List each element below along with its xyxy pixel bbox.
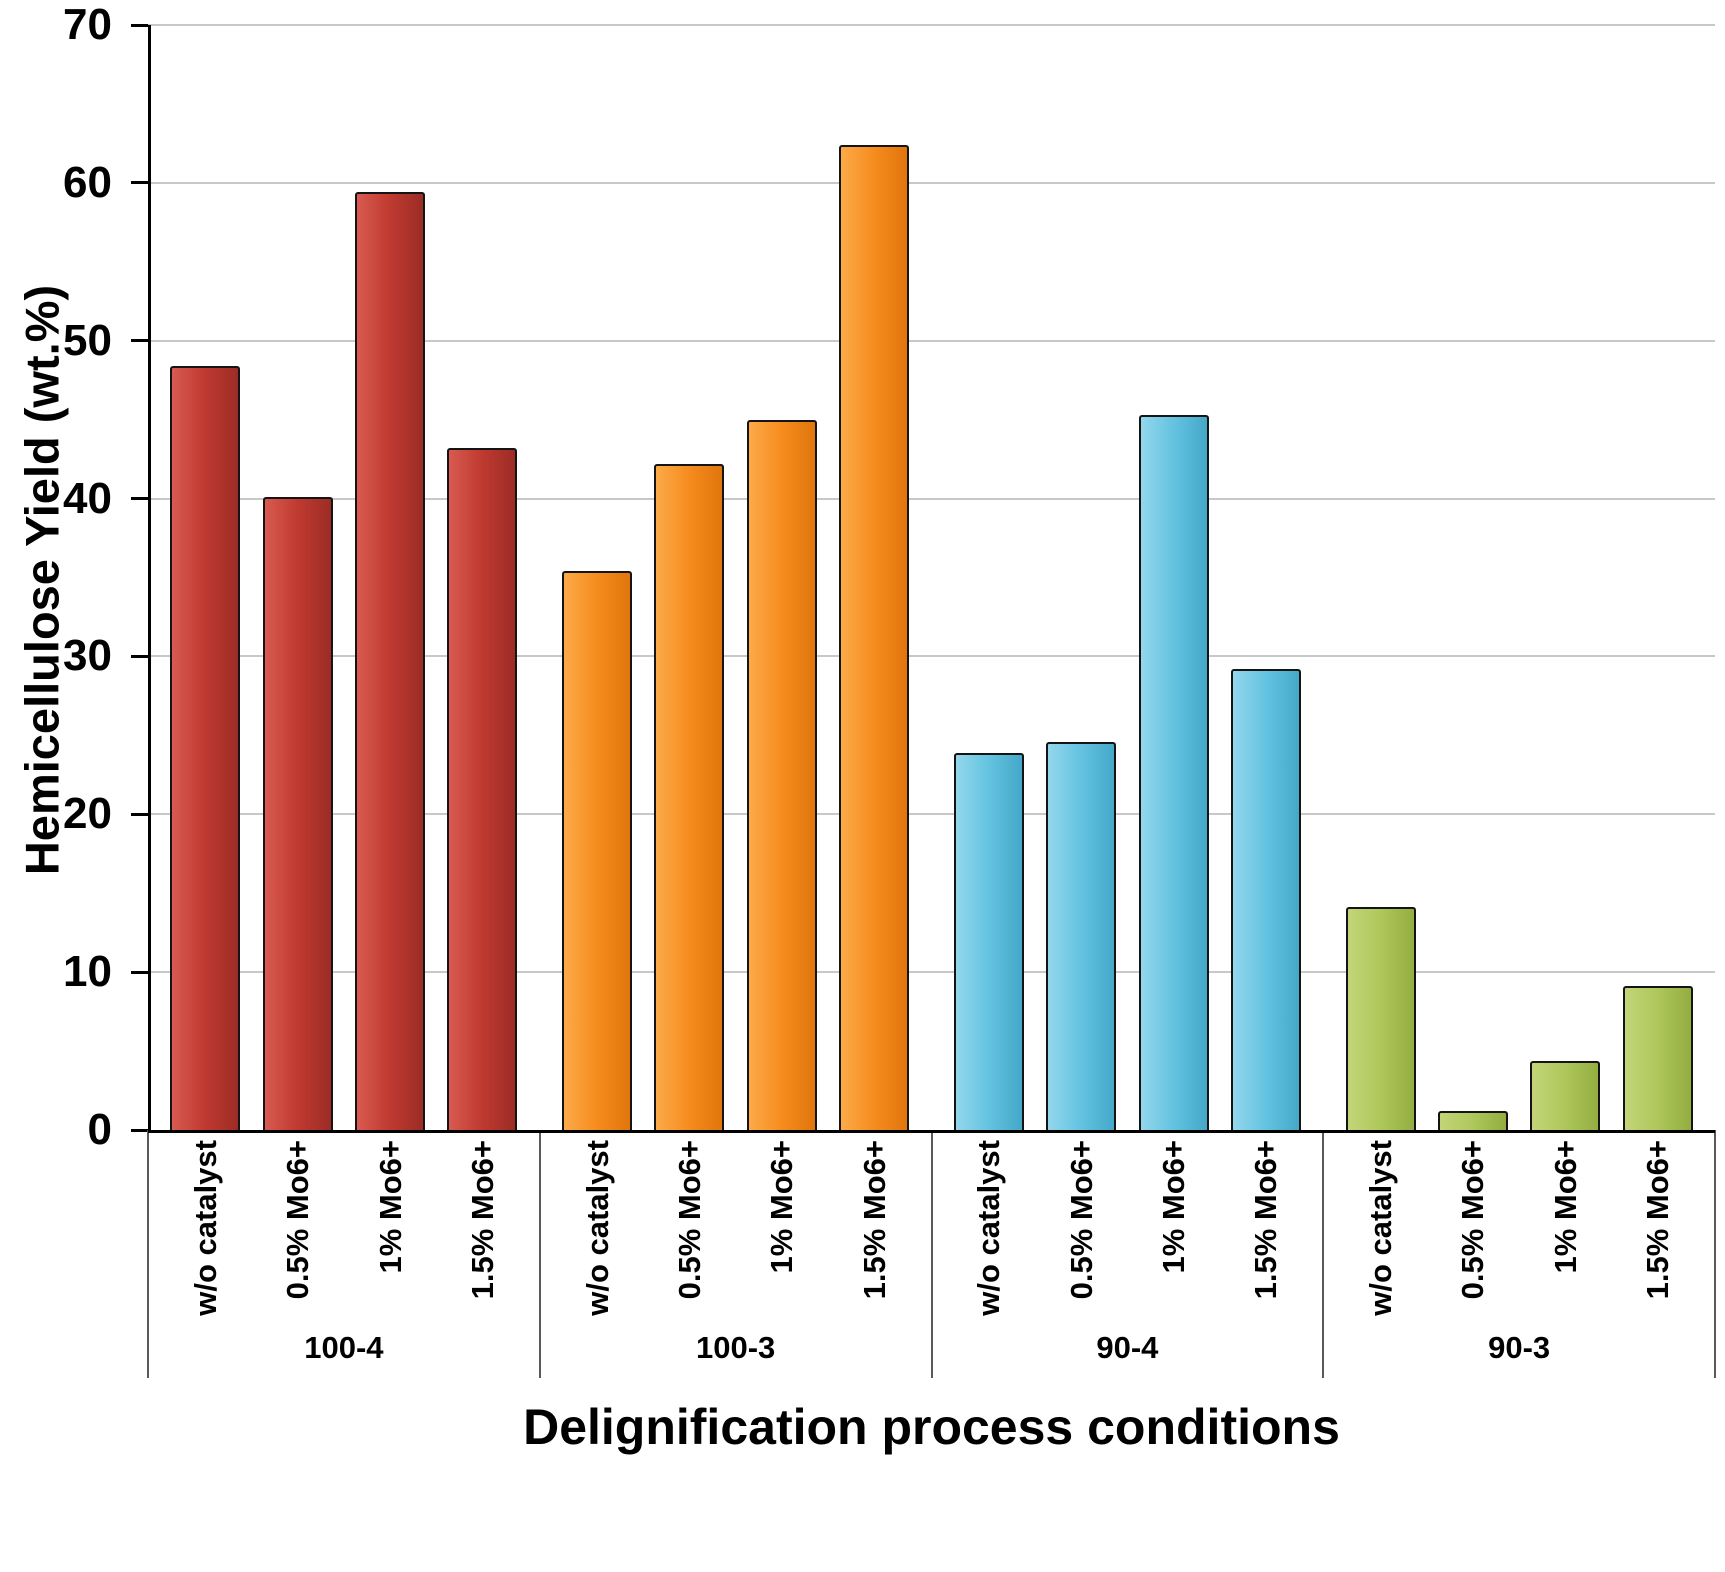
x-tick-label-cell: 1.5% Mo6+ (839, 1140, 909, 1335)
y-tick-label: 60 (63, 157, 112, 207)
bar (1437, 1111, 1508, 1130)
x-tick-label: w/o catalyst (187, 1140, 223, 1316)
y-tick-mark (131, 970, 148, 974)
bar-group (932, 25, 1324, 1130)
x-tick-label-cell: w/o catalyst (562, 1140, 632, 1335)
bar (562, 571, 633, 1130)
y-tick-label: 10 (63, 947, 112, 997)
y-tick-mark (131, 23, 148, 27)
x-tick-label: 0.5% Mo6+ (280, 1140, 316, 1300)
group-label: 90-3 (1488, 1330, 1551, 1365)
x-tick-label-group: w/o catalyst 0.5% Mo6+ 1% Mo6+ 1.5% Mo6+ (148, 1140, 540, 1335)
bar (1046, 741, 1117, 1130)
x-tick-label: w/o catalyst (1363, 1140, 1399, 1316)
group-separator (930, 1130, 933, 1378)
bar-groups (148, 25, 1715, 1130)
x-tick-label-cell: 1.5% Mo6+ (1231, 1140, 1301, 1335)
group-separator (1714, 1130, 1716, 1378)
x-tick-label-cell: w/o catalyst (954, 1140, 1024, 1335)
y-tick-label: 50 (63, 315, 112, 365)
x-tick-label: 0.5% Mo6+ (671, 1140, 707, 1300)
x-tick-label-group: w/o catalyst 0.5% Mo6+ 1% Mo6+ 1.5% Mo6+ (540, 1140, 932, 1335)
x-tick-label: w/o catalyst (579, 1140, 615, 1316)
x-tick-label: 1% Mo6+ (1156, 1140, 1192, 1274)
bar (953, 752, 1024, 1130)
y-axis-line (148, 25, 151, 1130)
y-axis-title: Hemicellulose Yield (wt.%) (15, 284, 69, 876)
group-separator (1322, 1130, 1325, 1378)
bar (1345, 907, 1416, 1130)
bar (1530, 1060, 1601, 1130)
group-label: 100-3 (695, 1330, 776, 1365)
y-tick-label: 0 (87, 1105, 112, 1154)
y-tick-mark (131, 181, 148, 185)
group-separator (147, 1130, 149, 1378)
gridline (148, 24, 1715, 26)
x-tick-label-group: w/o catalyst 0.5% Mo6+ 1% Mo6+ 1.5% Mo6+ (1323, 1140, 1715, 1335)
bar (1138, 414, 1209, 1130)
gridline (148, 813, 1715, 816)
gridline (148, 655, 1715, 658)
x-axis-line (148, 1130, 1715, 1133)
bar (654, 463, 725, 1130)
x-tick-label-cell: 0.5% Mo6+ (1438, 1140, 1508, 1335)
x-tick-label: 1.5% Mo6+ (1640, 1140, 1676, 1300)
group-labels: 100-4 100-3 90-4 90-3 (148, 1330, 1715, 1366)
x-tick-label-cell: w/o catalyst (1346, 1140, 1416, 1335)
x-tick-label: 1.5% Mo6+ (464, 1140, 500, 1300)
bar (839, 144, 910, 1130)
bar (746, 419, 817, 1130)
y-tick-label: 40 (63, 473, 112, 523)
y-tick-mark (131, 497, 148, 501)
y-tick-label: 30 (63, 631, 112, 681)
y-tick-label: 70 (63, 0, 112, 49)
group-separator (538, 1130, 541, 1378)
x-tick-label-cell: w/o catalyst (170, 1140, 240, 1335)
x-tick-label-group: w/o catalyst 0.5% Mo6+ 1% Mo6+ 1.5% Mo6+ (932, 1140, 1324, 1335)
bar (355, 192, 426, 1130)
y-tick-label: 20 (63, 789, 112, 839)
x-tick-label-cell: 1.5% Mo6+ (447, 1140, 517, 1335)
x-tick-label-cell: 1.5% Mo6+ (1623, 1140, 1693, 1335)
gridline (148, 339, 1715, 342)
x-tick-label: w/o catalyst (971, 1140, 1007, 1316)
bar (1230, 669, 1301, 1130)
x-tick-label: 1% Mo6+ (372, 1140, 408, 1274)
group-label: 100-4 (304, 1330, 384, 1365)
x-tick-label-cell: 0.5% Mo6+ (654, 1140, 724, 1335)
x-axis-title: Delignification process conditions (523, 1399, 1340, 1455)
x-tick-label-cell: 1% Mo6+ (1530, 1140, 1600, 1335)
x-tick-label-cell: 1% Mo6+ (1139, 1140, 1209, 1335)
bar-group (148, 25, 540, 1130)
x-tick-label: 1% Mo6+ (1547, 1140, 1583, 1274)
group-label: 90-4 (1096, 1330, 1159, 1365)
x-tick-label: 1.5% Mo6+ (1248, 1140, 1284, 1300)
bar-group (1323, 25, 1715, 1130)
x-tick-label: 1% Mo6+ (764, 1140, 800, 1274)
y-tick-mark (131, 339, 148, 343)
bar-group (540, 25, 932, 1130)
bar (262, 497, 333, 1130)
x-tick-label-cell: 1% Mo6+ (747, 1140, 817, 1335)
bar (170, 365, 241, 1130)
y-tick-mark (131, 812, 148, 816)
bar (1622, 986, 1693, 1130)
gridline (148, 181, 1715, 184)
bar (447, 448, 518, 1130)
x-tick-label-cell: 1% Mo6+ (355, 1140, 425, 1335)
plot-area (148, 24, 1715, 1133)
x-tick-label-cell: 0.5% Mo6+ (1046, 1140, 1116, 1335)
x-tick-label: 0.5% Mo6+ (1063, 1140, 1099, 1300)
gridline (148, 971, 1715, 974)
y-tick-mark (131, 654, 148, 658)
x-tick-label: 1.5% Mo6+ (856, 1140, 892, 1300)
x-tick-label-cell: 0.5% Mo6+ (263, 1140, 333, 1335)
x-tick-label: 0.5% Mo6+ (1455, 1140, 1491, 1300)
y-tick-mark (131, 1128, 148, 1132)
gridline (148, 497, 1715, 500)
